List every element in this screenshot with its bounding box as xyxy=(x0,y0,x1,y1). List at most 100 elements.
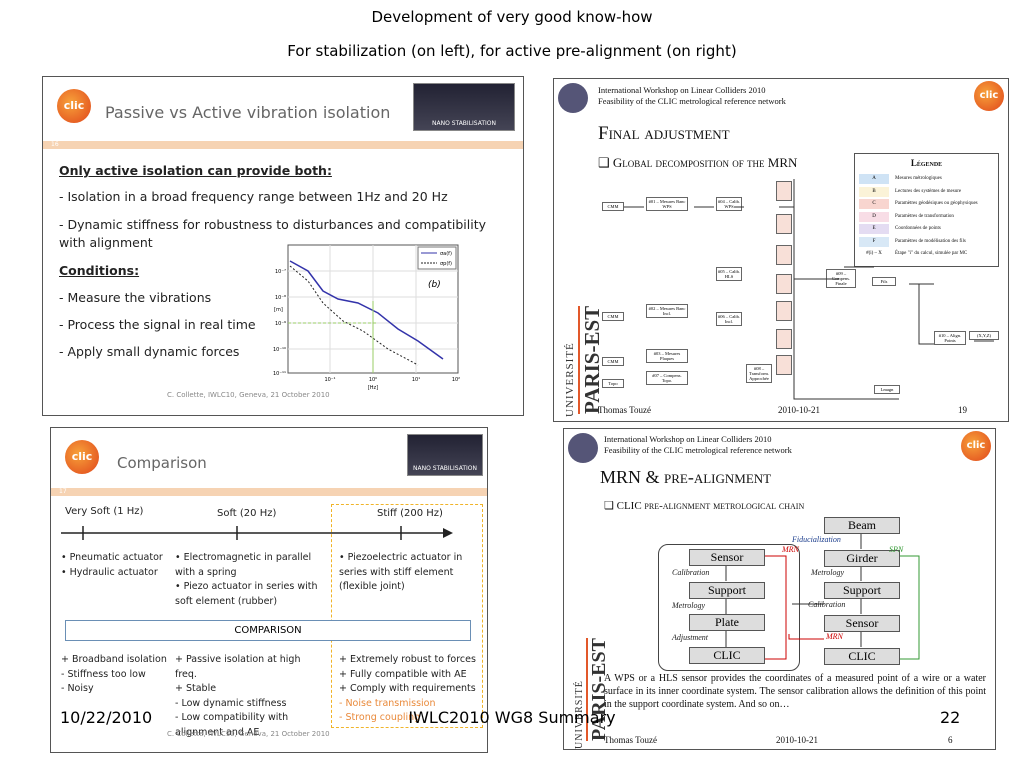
slide-title: Comparison xyxy=(117,454,207,472)
list-item: • Hydraulic actuator xyxy=(61,566,158,578)
comparison-slide: clic Comparison NANO STABILISATION 17 Ve… xyxy=(50,427,488,753)
decoration: 10⁻⁷ 10⁻⁸ 10⁻⁹ 10⁻¹⁰ 10⁻¹¹ xyxy=(273,269,286,377)
bullet: - Dynamic stiffness for robustness to di… xyxy=(59,217,487,232)
chain-group xyxy=(658,544,800,671)
y-tick-label: 10⁻⁹ xyxy=(275,321,286,327)
chain-node: CLIC xyxy=(689,647,765,665)
chain-node: Support xyxy=(689,581,765,599)
date: 2010-10-21 xyxy=(778,405,820,415)
flow-node: Fils xyxy=(872,277,896,286)
parameter-box xyxy=(776,181,792,201)
parameter-box xyxy=(776,274,792,294)
university: UNIVERSITÉ xyxy=(564,342,576,417)
chain-label: Metrology xyxy=(811,568,845,577)
y-tick-label: 10⁻⁸ xyxy=(275,295,286,301)
list-item: alignment and AE xyxy=(175,726,260,738)
scale-label: Stiff (200 Hz) xyxy=(377,508,443,519)
decoration xyxy=(443,528,453,538)
list-item: + Fully compatible with AE xyxy=(339,668,467,680)
flow-node: #06 – Calib. Incl. xyxy=(716,312,742,326)
list-item: with a spring xyxy=(175,566,237,578)
flow-node: #05 – Calib. HLS xyxy=(716,267,742,281)
x-tick-label: 10⁰ xyxy=(369,377,377,383)
footer-event: IWLC2010 WG8 Summary xyxy=(408,708,616,727)
header: International Workshop on Linear Collide… xyxy=(604,434,772,444)
condition: - Process the signal in real time xyxy=(59,317,256,332)
list-item: + Passive isolation at high xyxy=(175,654,301,665)
slide-footer: C. Collette, IWLC10, Geneva, 21 October … xyxy=(167,391,330,399)
scale-label: Soft (20 Hz) xyxy=(217,508,277,519)
comparison-bar: COMPARISON xyxy=(65,620,471,641)
parameter-box xyxy=(776,355,792,375)
chain-label: MRN xyxy=(782,545,799,554)
list-item: • Piezo actuator in series with xyxy=(175,581,318,592)
decoration xyxy=(788,634,824,640)
list-item: - Low compatibility with xyxy=(175,712,289,723)
flow-node: (X,Y,Z) xyxy=(969,331,999,340)
badge: NANO STABILISATION xyxy=(413,83,515,131)
legend-key: E xyxy=(859,224,889,234)
condition: - Apply small dynamic forces xyxy=(59,344,240,359)
pre-alignment-slide: International Workshop on Linear Collide… xyxy=(563,428,996,750)
decoration: 10⁻¹ 10⁰ 10¹ 10² [Hz] xyxy=(324,377,460,391)
slide-number: 16 xyxy=(43,141,523,149)
author: Thomas Touzé xyxy=(604,735,657,745)
chain-label: Metrology xyxy=(672,600,706,610)
decoration xyxy=(725,533,862,647)
author: Thomas Touzé xyxy=(598,405,651,415)
parameter-box xyxy=(776,301,792,321)
list-item: series with stiff element xyxy=(339,566,454,578)
list-item: + Extremely robust to forces xyxy=(339,654,476,665)
decoration xyxy=(764,555,787,660)
chain-node: Beam xyxy=(824,517,900,534)
x-axis-label: [Hz] xyxy=(368,385,378,391)
page-number: 19 xyxy=(958,405,967,415)
flow-node: Topo xyxy=(602,379,624,388)
slide-footer: C. Collette, IWLC10, Geneva, 21 October … xyxy=(167,730,330,738)
final-adjustment-slide: International Workshop on Linear Collide… xyxy=(553,78,1009,422)
list-item: - Low dynamic stiffness xyxy=(175,697,287,709)
date: 2010-10-21 xyxy=(776,735,818,745)
bullet: - Isolation in a broad frequency range b… xyxy=(59,189,448,204)
decoration xyxy=(725,533,862,647)
flow-node: CMM xyxy=(602,357,624,366)
chain-label: SPN xyxy=(889,545,904,554)
list-item: (flexible joint) xyxy=(339,581,405,592)
header: Feasibility of the CLIC metrological ref… xyxy=(604,445,792,455)
chain-node: Sensor xyxy=(824,615,900,633)
legend-text: Étape "i" du calcul, simulée par MC xyxy=(895,251,968,256)
title: Development of very good know-how xyxy=(371,8,653,26)
legend-entry: σp(f) xyxy=(440,261,452,267)
cern-logo xyxy=(558,83,588,113)
list-item: • Pneumatic actuator xyxy=(61,552,163,563)
university: PARIS-EST xyxy=(578,305,605,414)
y-tick-label: 10⁻¹⁰ xyxy=(273,347,286,353)
stabilization-slide: clic Passive vs Active vibration isolati… xyxy=(42,76,524,416)
footer-page: 22 xyxy=(940,708,961,727)
subheading-text: CLIC pre-alignment metrological chain xyxy=(616,500,805,512)
chain-node: Plate xyxy=(689,614,765,632)
stiffness-scale xyxy=(61,526,453,540)
x-tick-label: 10⁻¹ xyxy=(324,377,335,383)
chain-label: Adjustment xyxy=(672,633,708,643)
header: Feasibility of the CLIC metrological ref… xyxy=(598,96,786,106)
logo: clic xyxy=(961,431,991,461)
parameter-box xyxy=(776,245,792,265)
parameter-box xyxy=(776,329,792,349)
subtitle: For stabilization (on left), for active … xyxy=(287,42,737,60)
subheading: ❑ Global decomposition of the MRN xyxy=(598,155,798,170)
active-curve xyxy=(289,260,444,360)
list-item: • Piezoelectric actuator in xyxy=(339,552,463,563)
flow-node: #02 – Mesures Banc Incl. xyxy=(646,304,688,318)
parameter-box xyxy=(776,214,792,234)
legend-key: C xyxy=(859,199,889,209)
flow-node: #07 – Compens. Topo. xyxy=(646,371,688,385)
chain-label: Fiducialization xyxy=(792,535,841,544)
chain-node: Support xyxy=(824,582,900,600)
legend-entry: σa(f) xyxy=(440,251,452,257)
list-item: - Strong coupling xyxy=(339,712,421,723)
list-item: + Comply with requirements xyxy=(339,683,476,694)
legend-title: Légende xyxy=(910,158,943,168)
chain-label: Calibration xyxy=(808,600,846,609)
